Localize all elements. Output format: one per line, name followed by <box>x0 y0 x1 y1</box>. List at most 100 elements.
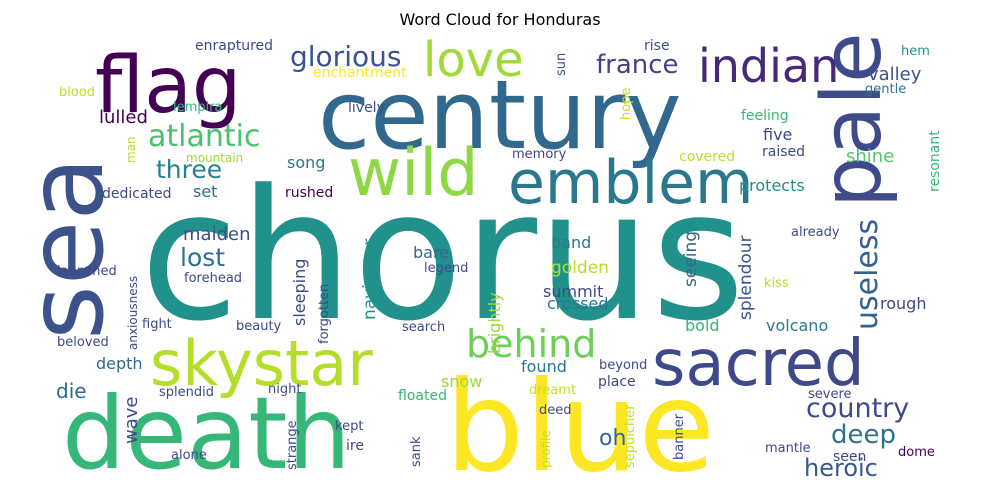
word-set: set <box>193 182 217 201</box>
word-snow: snow <box>441 372 482 391</box>
word-deep: deep <box>831 420 896 450</box>
word-covered: covered <box>679 149 735 165</box>
word-hope: hope <box>619 88 634 120</box>
word-brightly: brightly <box>485 292 504 354</box>
word-beauty: beauty <box>236 319 282 334</box>
word-wave: wave <box>121 397 142 444</box>
word-anxiousness: anxiousness <box>126 276 140 350</box>
word-search: search <box>402 320 445 335</box>
word-fight: fight <box>142 317 172 332</box>
word-dreamt: dreamt <box>529 383 576 398</box>
word-already: already <box>791 225 840 240</box>
word-kept: kept <box>335 419 363 434</box>
word-resonant: resonant <box>927 130 943 192</box>
word-rise: rise <box>644 38 670 54</box>
word-sun: sun <box>554 53 569 76</box>
word-sleeping: sleeping <box>290 259 309 326</box>
word-century: century <box>318 61 682 171</box>
word-forehead: forehead <box>184 271 242 286</box>
word-strange: strange <box>285 420 300 470</box>
word-launched: launched <box>57 264 117 279</box>
word-lost: lost <box>180 243 225 272</box>
word-ire: ire <box>346 438 364 454</box>
word-protects: protects <box>739 176 805 195</box>
chart-title: Word Cloud for Honduras <box>399 10 601 29</box>
word-useless: useless <box>850 219 885 330</box>
word-glorious: glorious <box>290 40 401 73</box>
word-dedicated: dedicated <box>102 186 172 202</box>
word-place: place <box>598 374 636 390</box>
word-mantle: mantle <box>765 441 811 456</box>
word-band: band <box>551 233 591 252</box>
word-memory: memory <box>512 147 567 162</box>
word-emblem: emblem <box>508 148 753 218</box>
word-song: song <box>287 153 325 172</box>
word-three: three <box>156 155 222 184</box>
word-mountain: mountain <box>186 151 243 165</box>
word-rushed: rushed <box>285 185 333 201</box>
word-pale: pale <box>805 32 900 208</box>
word-gentle: gentle <box>865 82 906 97</box>
word-beloved: beloved <box>57 335 109 350</box>
word-floated: floated <box>398 388 447 404</box>
word-deed: deed <box>539 403 572 418</box>
word-man: man <box>124 136 138 163</box>
word-enraptured: enraptured <box>195 38 273 54</box>
word-hem: hem <box>901 44 930 59</box>
word-legend: legend <box>424 261 468 276</box>
word-maiden: maiden <box>183 224 250 245</box>
word-depth: depth <box>96 354 143 373</box>
word-five: five <box>763 125 792 144</box>
word-summit: summit <box>543 282 603 301</box>
word-valley: valley <box>868 64 922 85</box>
word-lempira: lempira <box>173 100 222 115</box>
word-death: death <box>62 375 351 492</box>
word-enchantment: enchantment <box>313 65 407 81</box>
word-seeing: seeing <box>681 231 701 287</box>
word-flag: flag <box>95 41 241 131</box>
word-die: die <box>56 379 87 403</box>
word-chorus: chorus <box>140 152 745 361</box>
word-banner: banner <box>672 413 687 460</box>
word-love: love <box>423 32 524 88</box>
word-forgotten: forgotten <box>317 284 332 344</box>
word-lulled: lulled <box>99 107 148 128</box>
word-indian: indian <box>698 39 839 93</box>
word-volcano: volcano <box>766 316 828 335</box>
word-blood: blood <box>59 85 95 100</box>
word-lively: lively <box>348 100 385 116</box>
word-seen: seen <box>833 449 866 465</box>
word-sacred: sacred <box>652 327 865 401</box>
word-heroic: heroic <box>804 454 878 482</box>
word-night: night <box>268 382 301 397</box>
word-profile: profile <box>539 430 553 468</box>
word-blue: blue <box>445 355 715 500</box>
word-sank: sank <box>409 436 424 467</box>
word-feeling: feeling <box>741 108 789 124</box>
word-country: country <box>806 393 909 424</box>
word-shine: shine <box>846 146 894 167</box>
word-bold: bold <box>685 316 720 335</box>
word-wild: wild <box>348 136 479 211</box>
word-skystar: skystar <box>150 327 373 400</box>
word-splendid: splendid <box>159 385 214 400</box>
word-dome: dome <box>898 445 935 460</box>
word-alone: alone <box>171 448 207 463</box>
word-bare: bare <box>413 243 449 262</box>
word-splendour: splendour <box>736 235 756 320</box>
word-rough: rough <box>880 294 926 313</box>
word-oh: oh <box>599 426 626 451</box>
word-sepulcher: sepulcher <box>623 404 638 468</box>
word-raised: raised <box>762 144 805 160</box>
word-golden: golden <box>551 258 609 278</box>
word-navigator: navigator <box>360 239 380 320</box>
word-france: france <box>596 50 679 80</box>
word-behind: behind <box>466 322 596 366</box>
word-beyond: beyond <box>599 358 647 373</box>
word-kiss: kiss <box>764 276 789 291</box>
word-atlantic: atlantic <box>148 119 260 154</box>
word-sea: sea <box>5 156 127 340</box>
word-found: found <box>521 357 567 376</box>
